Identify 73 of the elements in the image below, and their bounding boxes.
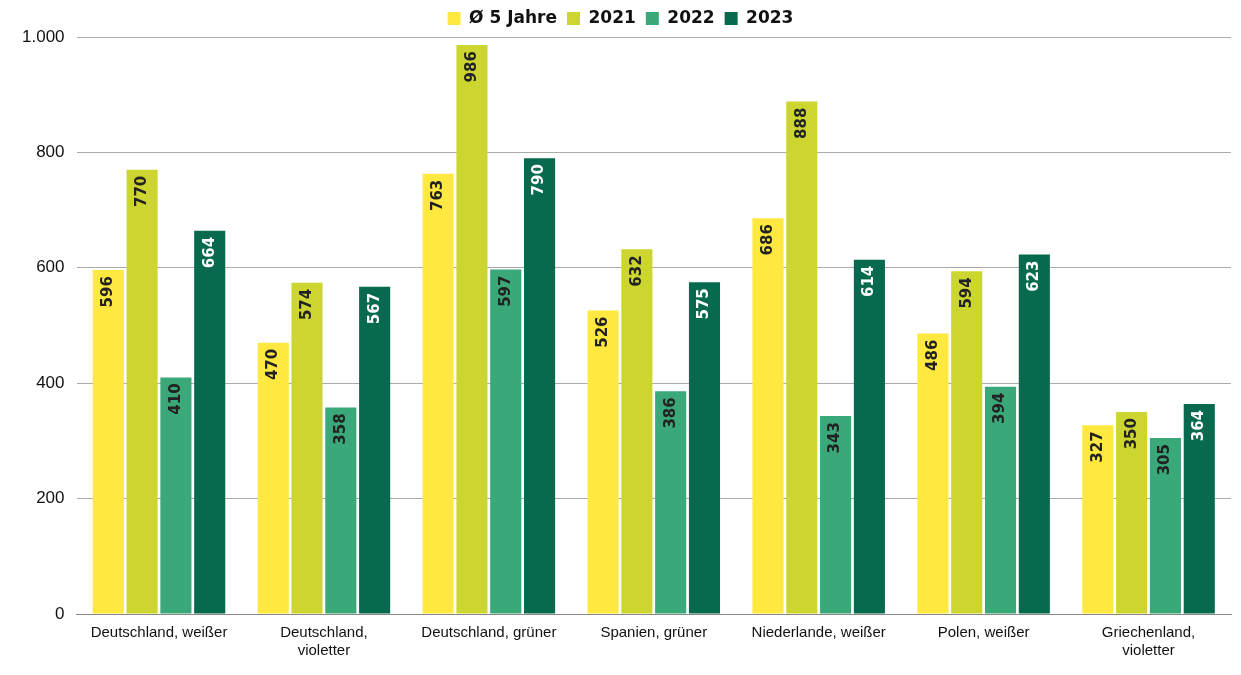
bar bbox=[359, 286, 391, 614]
bar bbox=[621, 249, 653, 614]
data-label: 623 bbox=[1024, 260, 1043, 292]
data-label: 343 bbox=[825, 422, 844, 454]
data-label: 596 bbox=[98, 276, 117, 308]
legend-label: 2022 bbox=[667, 6, 715, 27]
data-label: 486 bbox=[922, 339, 941, 371]
data-label: 888 bbox=[791, 107, 810, 139]
bar bbox=[194, 230, 226, 614]
bar bbox=[1116, 412, 1148, 614]
bar bbox=[422, 173, 454, 614]
y-tick-label: 400 bbox=[36, 372, 65, 392]
y-tick-label: 0 bbox=[55, 603, 65, 623]
data-label: 594 bbox=[956, 277, 975, 309]
x-tick-label: Griechenland, violetter bbox=[1101, 623, 1196, 659]
bar bbox=[655, 391, 687, 614]
data-label: 364 bbox=[1189, 409, 1208, 442]
bar bbox=[92, 270, 124, 614]
bar bbox=[257, 342, 289, 614]
bar bbox=[291, 282, 323, 614]
bar bbox=[325, 407, 357, 614]
data-label: 567 bbox=[364, 292, 383, 325]
data-label: 305 bbox=[1155, 444, 1174, 476]
y-tick-label: 200 bbox=[36, 488, 65, 508]
bar bbox=[917, 333, 949, 614]
data-label: 686 bbox=[757, 224, 776, 256]
x-tick-label: Niederlande, weißer bbox=[751, 623, 886, 641]
y-tick-label: 600 bbox=[36, 257, 65, 277]
data-label: 410 bbox=[165, 383, 184, 415]
bar bbox=[490, 269, 522, 614]
x-tick-label: Deutschland, violetter bbox=[280, 623, 368, 659]
data-label: 763 bbox=[428, 179, 447, 212]
bar bbox=[820, 416, 852, 614]
bar bbox=[786, 101, 818, 614]
bar bbox=[951, 271, 983, 614]
x-tick-label: Spanien, grüner bbox=[600, 623, 708, 641]
bar bbox=[456, 45, 488, 614]
legend-label: Ø 5 Jahre bbox=[469, 6, 557, 27]
bar bbox=[160, 377, 192, 614]
x-tick-label: Polen, weißer bbox=[937, 623, 1030, 641]
bar bbox=[587, 310, 619, 614]
data-label: 790 bbox=[529, 164, 548, 196]
data-label: 386 bbox=[660, 397, 679, 429]
x-tick-label: Deutschland, grüner bbox=[421, 623, 557, 641]
bar bbox=[984, 386, 1017, 614]
data-label: 986 bbox=[461, 51, 480, 83]
data-label: 526 bbox=[592, 316, 611, 348]
data-label: 394 bbox=[990, 392, 1009, 424]
data-label: 614 bbox=[859, 265, 878, 298]
data-label: 632 bbox=[626, 255, 645, 287]
bar bbox=[752, 218, 784, 614]
data-label: 350 bbox=[1121, 418, 1140, 450]
bar bbox=[126, 169, 158, 614]
bar bbox=[524, 158, 556, 614]
legend-label: 2021 bbox=[588, 6, 636, 27]
data-label: 597 bbox=[495, 275, 514, 307]
data-label: 575 bbox=[694, 288, 713, 320]
y-tick-label: 800 bbox=[36, 142, 65, 162]
y-tick-label: 1.000 bbox=[21, 26, 65, 46]
data-label: 358 bbox=[330, 413, 349, 445]
legend-label: 2023 bbox=[746, 6, 794, 27]
bar bbox=[688, 282, 721, 614]
bar bbox=[1183, 403, 1215, 614]
data-label: 574 bbox=[296, 288, 315, 321]
bar bbox=[853, 259, 885, 614]
data-label: 470 bbox=[263, 348, 282, 381]
bar bbox=[1149, 438, 1181, 614]
data-label: 327 bbox=[1087, 431, 1106, 463]
data-label: 770 bbox=[131, 175, 150, 208]
bar bbox=[1082, 425, 1114, 614]
data-label: 664 bbox=[199, 236, 218, 269]
x-tick-label: Deutschland, weißer bbox=[90, 623, 228, 641]
bar bbox=[1018, 254, 1050, 614]
